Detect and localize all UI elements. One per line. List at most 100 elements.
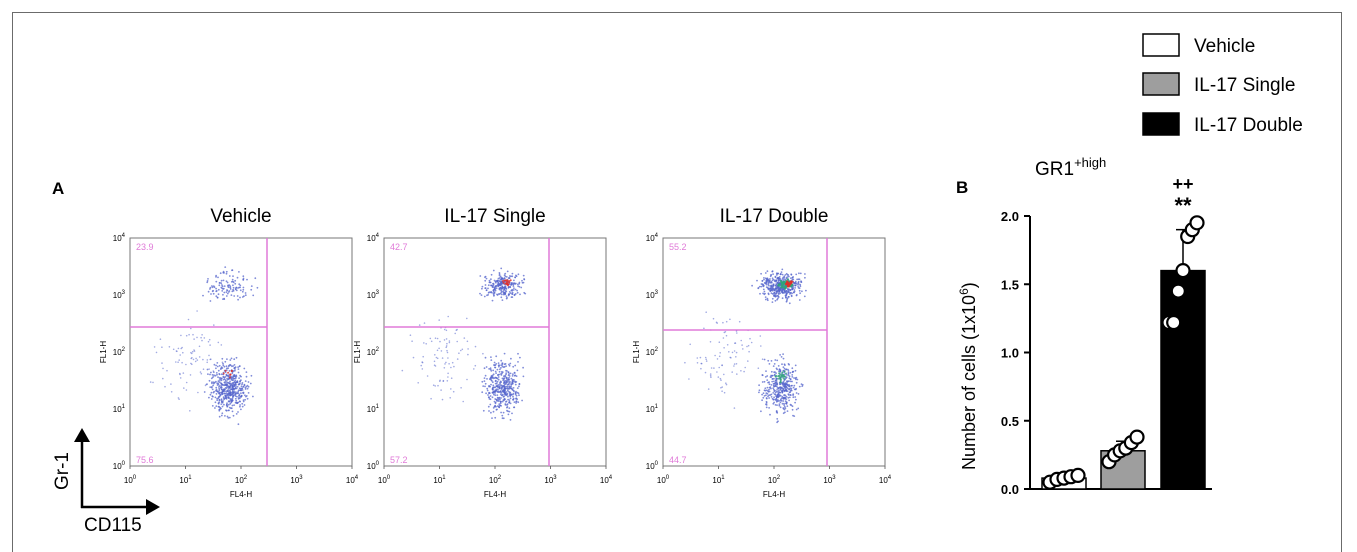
flow-dot bbox=[207, 278, 209, 280]
flow-dot bbox=[505, 276, 508, 278]
flow-dot bbox=[499, 393, 502, 396]
flow-dot bbox=[790, 295, 793, 298]
flow-dot bbox=[227, 285, 229, 287]
flow-dot bbox=[772, 285, 775, 287]
flow-dot bbox=[501, 363, 504, 366]
flow-dot bbox=[219, 272, 222, 275]
flow-dot bbox=[496, 394, 499, 396]
flow-dot bbox=[506, 392, 509, 395]
flow-dot bbox=[231, 384, 234, 387]
flow-dot bbox=[781, 297, 784, 300]
flow-dot bbox=[430, 397, 432, 400]
flow-dot bbox=[797, 278, 800, 281]
flow-dot bbox=[235, 391, 237, 393]
flow-dot bbox=[712, 317, 715, 320]
figure-canvas: Vehicle IL-17 Single IL-17 Double A Vehi… bbox=[52, 33, 1303, 534]
flow-x-tick: 101 bbox=[179, 475, 192, 485]
flow-dot bbox=[223, 285, 226, 287]
flow-dot bbox=[198, 345, 201, 348]
flow-dot bbox=[224, 266, 227, 268]
flow-dot bbox=[193, 338, 195, 340]
flow-dot bbox=[217, 341, 220, 344]
flow-dot bbox=[490, 273, 493, 276]
flow-dot bbox=[194, 360, 197, 363]
flow-dot bbox=[795, 378, 797, 381]
flow-dot bbox=[489, 395, 492, 397]
flow-dot bbox=[229, 402, 232, 405]
flow-dot bbox=[790, 387, 793, 390]
flow-dot bbox=[781, 289, 784, 291]
flow-dot bbox=[517, 352, 519, 355]
flow-dot bbox=[497, 390, 499, 393]
flow-dot bbox=[495, 398, 498, 401]
flow-dot bbox=[449, 397, 452, 399]
flow-dot bbox=[217, 380, 220, 383]
flow-dot bbox=[231, 404, 234, 407]
flow-dot bbox=[783, 404, 786, 406]
flow-dot bbox=[733, 365, 735, 367]
flow-dot bbox=[750, 341, 753, 344]
flow-dot bbox=[185, 363, 187, 366]
flow-dot bbox=[220, 382, 223, 385]
flow-dot bbox=[769, 287, 771, 290]
flow-dot bbox=[240, 385, 243, 388]
flow-dot bbox=[514, 293, 517, 295]
flow-dot bbox=[149, 381, 152, 383]
flow-dot bbox=[778, 289, 781, 292]
flow-dot bbox=[795, 398, 797, 401]
flow-dot bbox=[770, 370, 773, 373]
flow-dot bbox=[514, 383, 517, 386]
flow-dot bbox=[501, 362, 504, 365]
flow-dot bbox=[496, 396, 499, 399]
flow-dot bbox=[499, 380, 502, 383]
flow-dot bbox=[222, 400, 225, 402]
flow-dot bbox=[765, 406, 768, 409]
flow-dot bbox=[502, 377, 505, 380]
flow-dot bbox=[741, 344, 743, 346]
flow-dot bbox=[520, 286, 523, 289]
flow-dot bbox=[221, 383, 224, 386]
flow-dot bbox=[699, 356, 702, 359]
flow-dot bbox=[247, 381, 250, 383]
flow-dot bbox=[178, 398, 180, 401]
flow-dot bbox=[782, 357, 785, 360]
flow-dot bbox=[249, 382, 252, 385]
flow-dot bbox=[766, 379, 769, 381]
flow-dot bbox=[504, 398, 506, 401]
flow-dot bbox=[197, 391, 199, 394]
flow-dot bbox=[773, 380, 775, 383]
flow-dot bbox=[510, 296, 513, 298]
flow-dot bbox=[161, 346, 163, 349]
flow-dot bbox=[499, 390, 502, 393]
flow-dot bbox=[458, 352, 460, 355]
flow-dot bbox=[788, 275, 790, 278]
flow-dot bbox=[784, 383, 787, 385]
flow-dot bbox=[794, 369, 797, 372]
flow-dot bbox=[718, 366, 720, 369]
flow-dot bbox=[506, 284, 509, 287]
flow-dot bbox=[490, 411, 492, 414]
flow-dot bbox=[498, 273, 501, 276]
flow-dot bbox=[773, 396, 775, 399]
flow-dot bbox=[239, 405, 241, 408]
flow-dot bbox=[490, 359, 493, 361]
flow-dot bbox=[508, 376, 510, 379]
flow-xlabel: FL4-H bbox=[484, 490, 506, 499]
flow-dot bbox=[496, 283, 499, 286]
flow-dot bbox=[778, 391, 780, 393]
flow-dot bbox=[500, 374, 503, 376]
flow-dot bbox=[513, 287, 515, 289]
flow-dot bbox=[786, 280, 789, 283]
flow-dot bbox=[733, 363, 736, 365]
flow-dot bbox=[246, 278, 248, 281]
flow-dot bbox=[765, 389, 768, 392]
flow-dot bbox=[218, 395, 221, 397]
flow-dot bbox=[774, 391, 777, 394]
flow-dot bbox=[493, 364, 496, 367]
flow-dot bbox=[209, 393, 212, 396]
flow-dot bbox=[766, 286, 769, 289]
flow-dot bbox=[204, 384, 207, 387]
flow-dot bbox=[510, 282, 512, 284]
flow-dot bbox=[484, 382, 487, 385]
flow-dot bbox=[783, 280, 786, 283]
